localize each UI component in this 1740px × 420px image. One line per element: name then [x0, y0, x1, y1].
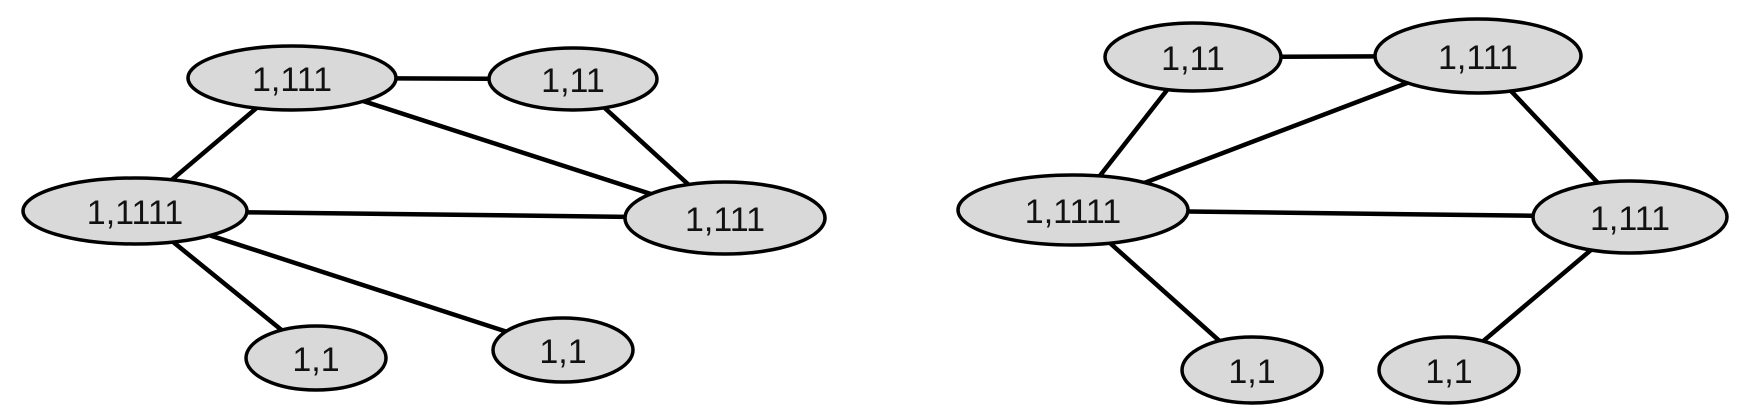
- right-graph-edge-d-f: [1480, 247, 1594, 344]
- left-graph-node-d: 1,111: [623, 180, 827, 256]
- left-graph-edge-b-d: [602, 105, 691, 187]
- right-graph-edge-b-c: [1142, 80, 1410, 185]
- left-graph: 1,111 1,11 1,1111 1,111 1,1 1,1: [21, 44, 827, 392]
- node-ellipse: [21, 176, 249, 246]
- node-label: 1,111: [252, 61, 332, 99]
- right-graph-edge-c-d: [1185, 209, 1536, 219]
- node-label: 1,11: [1161, 40, 1225, 78]
- right-graph: 1,11 1,111 1,1111 1,111 1,1 1,1: [956, 17, 1729, 405]
- right-graph-edge-a-c: [1097, 87, 1170, 179]
- left-graph-node-b: 1,11: [487, 46, 659, 112]
- node-ellipse: [186, 44, 398, 112]
- node-label: 1,11: [541, 62, 605, 100]
- left-graph-node-a: 1,111: [186, 44, 398, 112]
- node-ellipse: [244, 324, 388, 392]
- node-label: 1,1: [1228, 353, 1275, 391]
- node-ellipse: [623, 180, 827, 256]
- node-label: 1,1111: [1025, 193, 1121, 231]
- left-graph-node-c: 1,1111: [21, 176, 249, 246]
- node-ellipse: [487, 46, 659, 112]
- node-label: 1,111: [685, 201, 765, 239]
- node-label: 1,111: [1438, 39, 1518, 77]
- right-graph-node-b: 1,111: [1373, 17, 1583, 95]
- right-graph-node-c: 1,1111: [956, 173, 1190, 247]
- left-graph-edge-c-e: [170, 239, 284, 333]
- node-ellipse: [1180, 335, 1324, 405]
- left-graph-node-e: 1,1: [244, 324, 388, 392]
- right-graph-node-e: 1,1: [1180, 335, 1324, 405]
- node-ellipse: [1531, 179, 1729, 255]
- node-label: 1,1: [1425, 353, 1472, 391]
- node-ellipse: [1103, 21, 1283, 93]
- right-graph-node-a: 1,11: [1103, 21, 1283, 93]
- left-graph-edge-a-d: [361, 98, 653, 197]
- left-graph-node-f: 1,1: [491, 316, 635, 384]
- node-label: 1,111: [1590, 200, 1670, 238]
- node-label: 1,1111: [87, 194, 183, 232]
- left-graph-edge-c-f: [208, 233, 509, 334]
- node-ellipse: [491, 316, 635, 384]
- left-graph-edge-c-d: [244, 210, 628, 220]
- right-graph-edge-c-e: [1107, 240, 1222, 344]
- right-graph-node-d: 1,111: [1531, 179, 1729, 255]
- node-label: 1,1: [539, 333, 586, 371]
- node-label: 1,1: [292, 341, 339, 379]
- left-graph-edge-a-c: [169, 105, 259, 183]
- node-ellipse: [1377, 335, 1521, 405]
- node-ellipse: [1373, 17, 1583, 95]
- right-graph-node-f: 1,1: [1377, 335, 1521, 405]
- right-graph-edge-b-d: [1508, 88, 1601, 186]
- node-ellipse: [956, 173, 1190, 247]
